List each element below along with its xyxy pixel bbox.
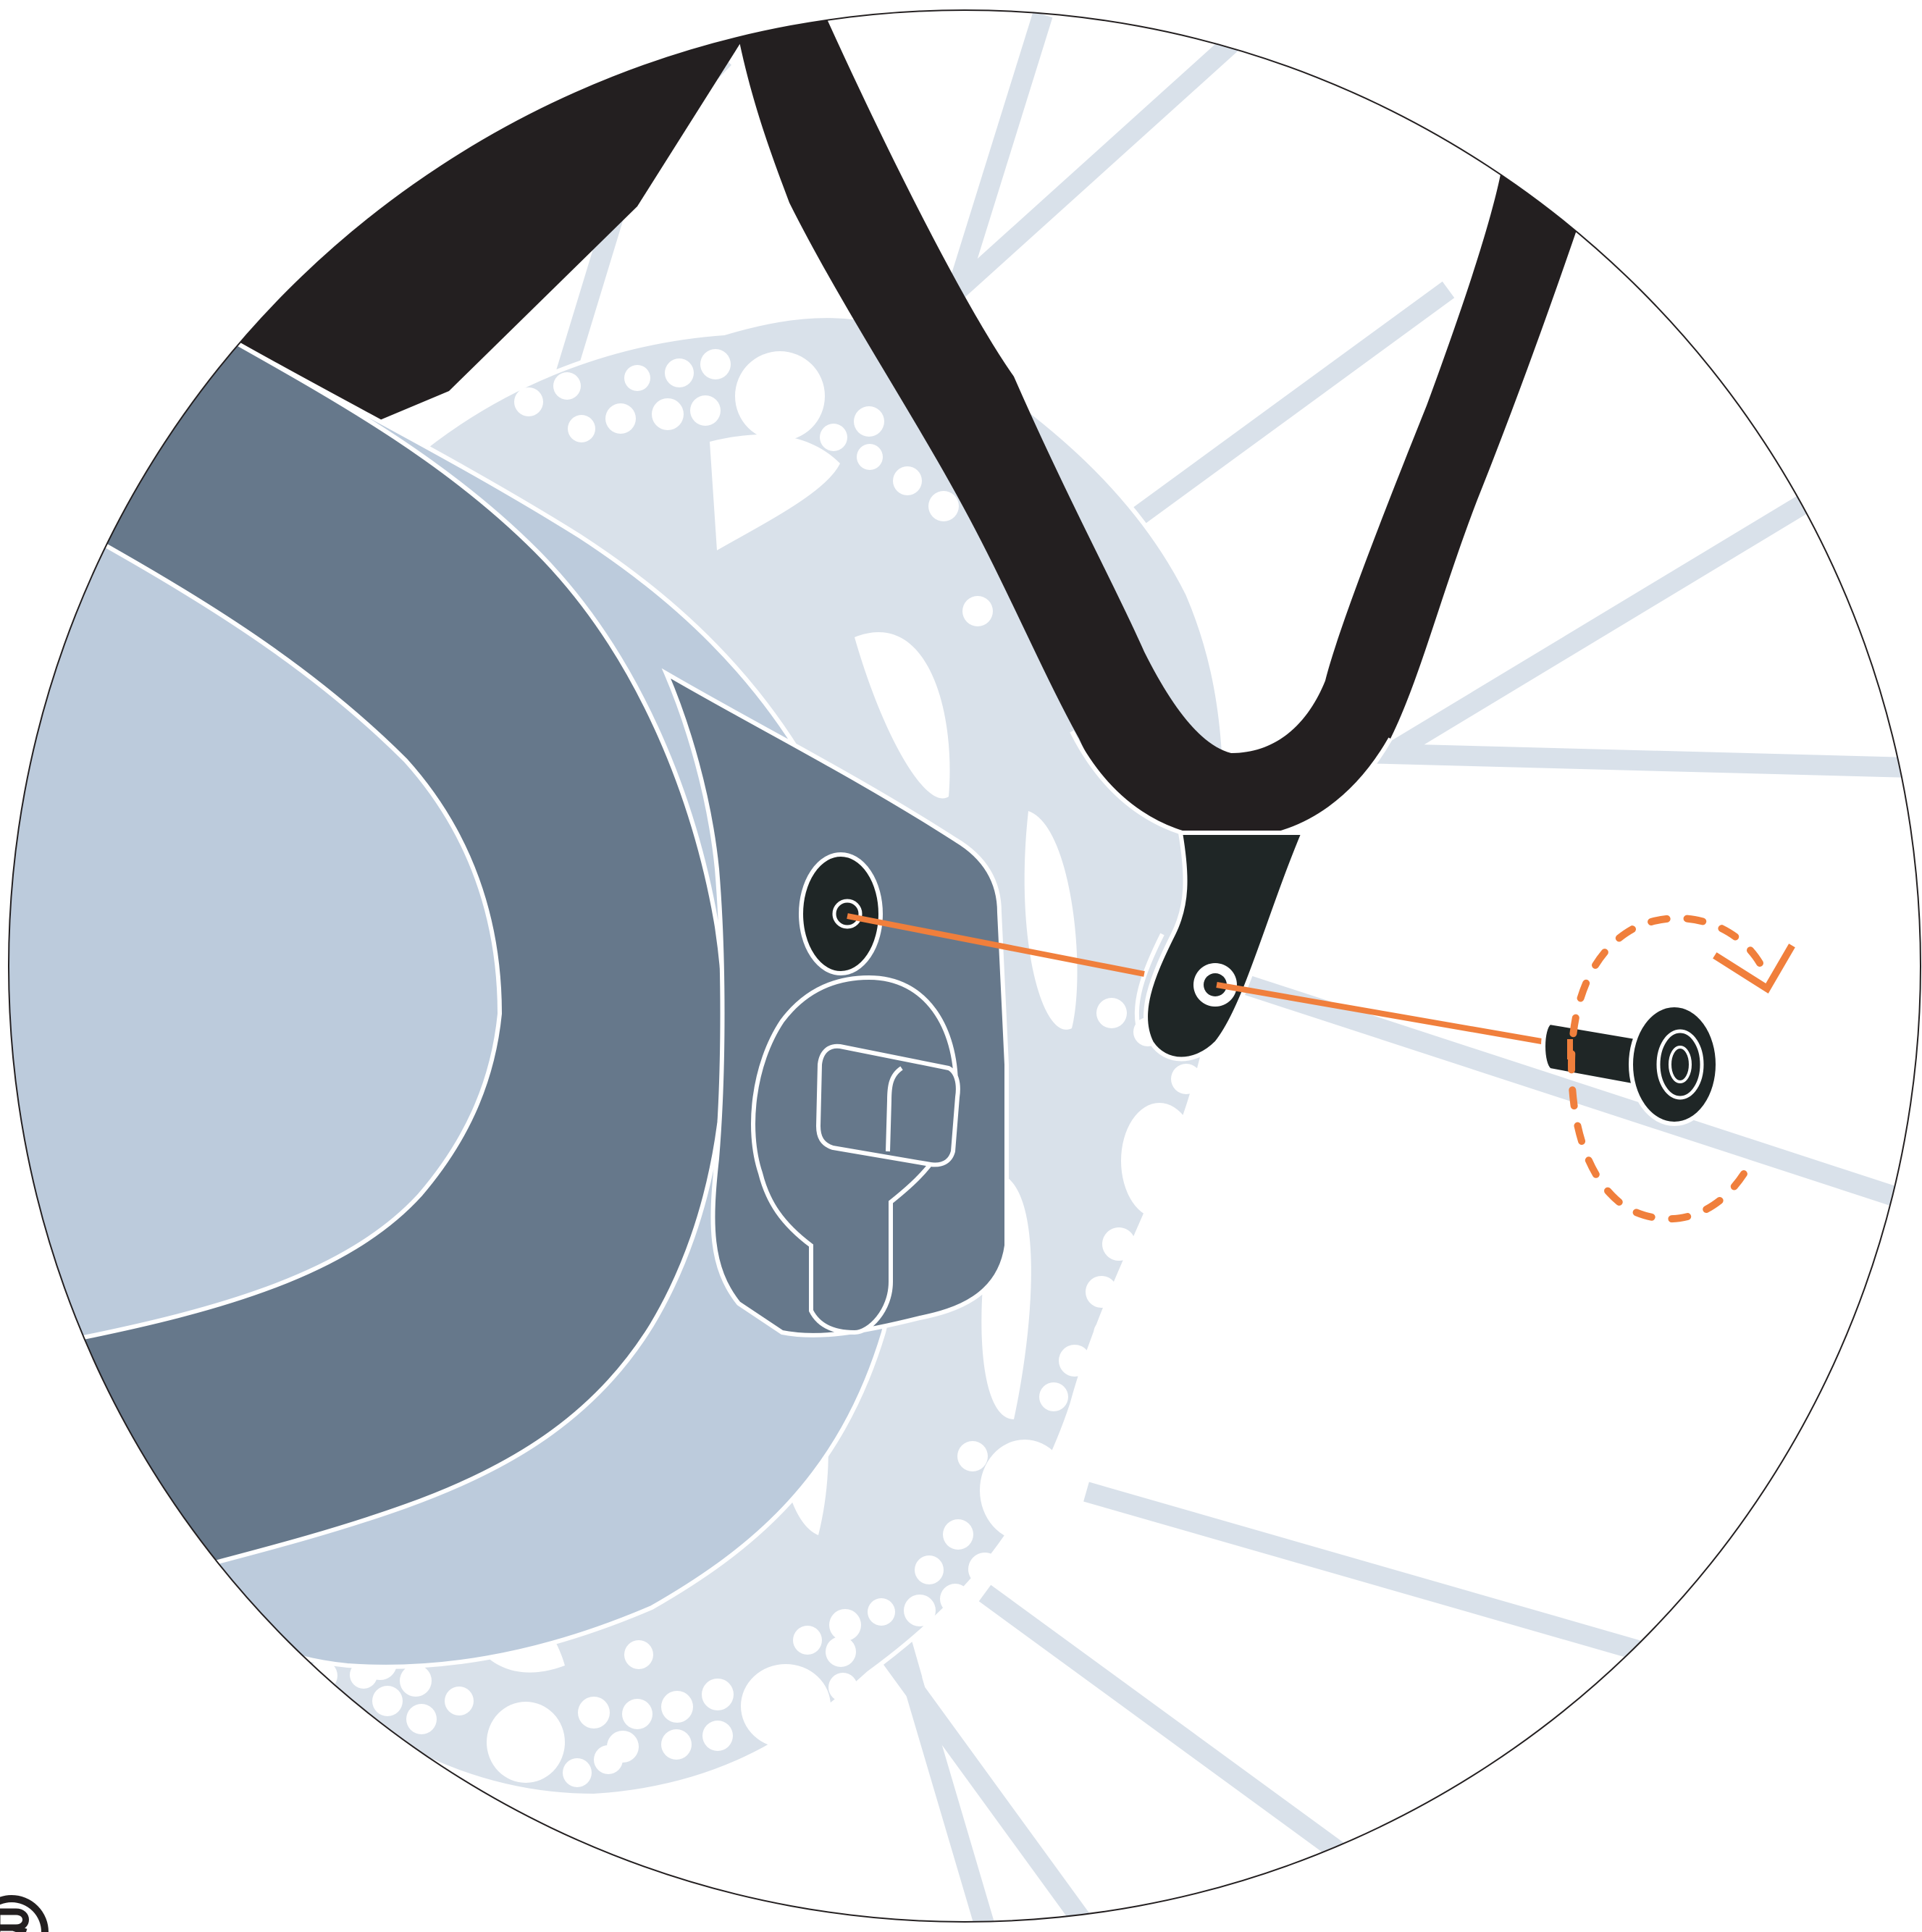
tighten-rotation-arrow-icon xyxy=(1567,915,1795,1223)
caliper-mounting-hole xyxy=(799,852,883,975)
registered-mark-icon xyxy=(0,1895,49,1932)
brake-caliper xyxy=(9,337,1009,1669)
bolt-alignment-line xyxy=(847,913,1550,1046)
detail-view-border xyxy=(8,9,1921,1923)
rotor-vent-holes xyxy=(307,349,1201,1787)
